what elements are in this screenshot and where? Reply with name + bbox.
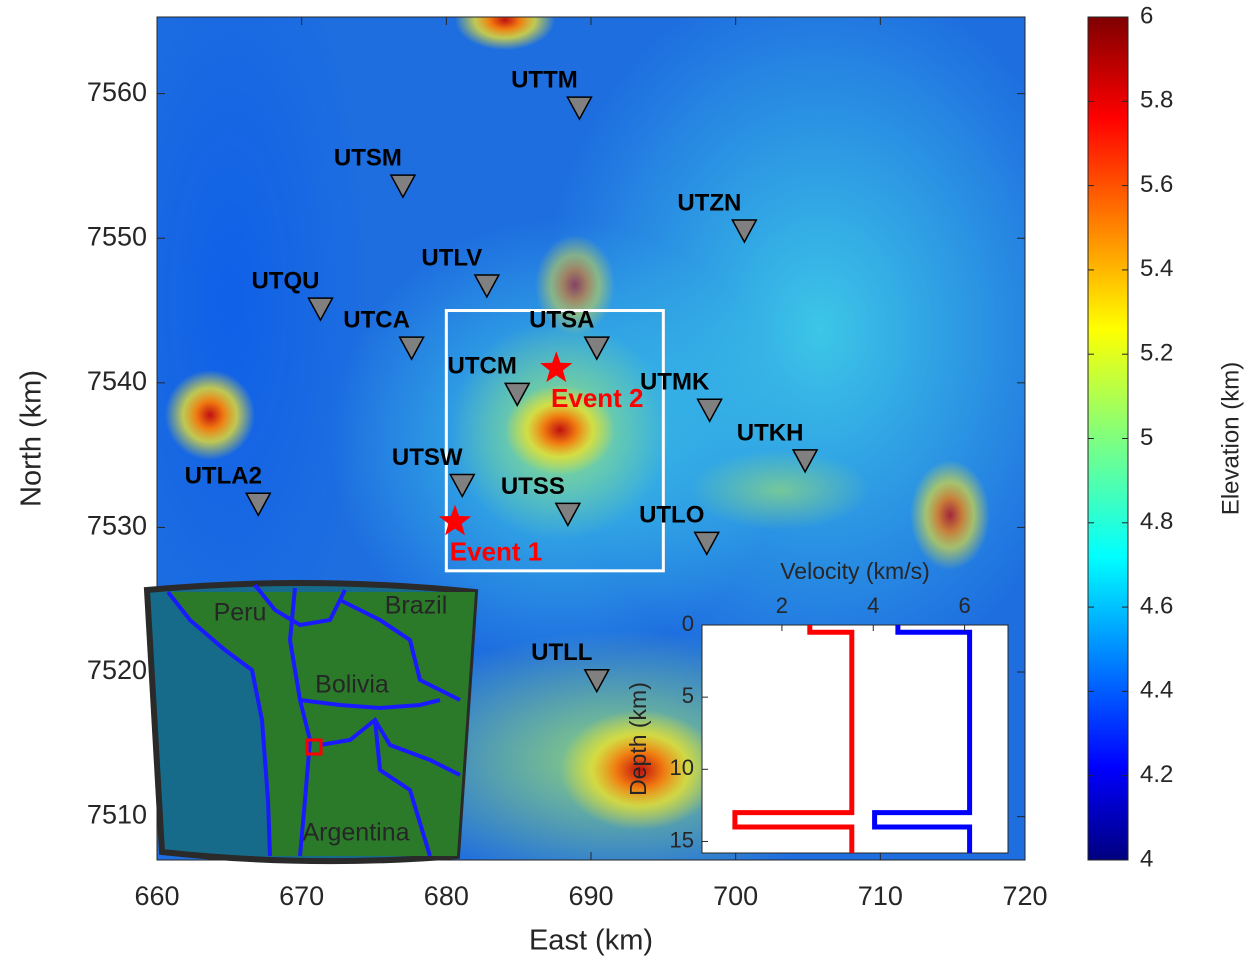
station-label: UTQU [251, 267, 319, 294]
event-label: Event 1 [450, 537, 543, 567]
station-label: UTLV [421, 244, 482, 271]
y-tick-label: 7530 [87, 511, 147, 541]
x-tick-label: 660 [134, 881, 179, 911]
station-label: UTZN [677, 189, 741, 216]
station [245, 492, 272, 517]
profile-axes [701, 624, 1009, 854]
station-label: UTSW [392, 444, 463, 471]
station-label: UTTM [511, 66, 578, 93]
station [389, 174, 417, 199]
station [731, 219, 758, 244]
x-tick-label: 6 [958, 593, 970, 618]
station-label: UTSM [334, 145, 402, 172]
colorbar-tick-label: 4.6 [1140, 592, 1173, 619]
colorbar-tick-label: 4.2 [1140, 761, 1173, 788]
station-label: UTSS [501, 473, 565, 500]
colorbar-label: Elevation (km) [1217, 362, 1244, 515]
x-tick-label: 4 [867, 593, 879, 618]
station [696, 398, 723, 423]
x-tick-label: 2 [776, 593, 788, 618]
station [554, 502, 582, 527]
land [168, 592, 475, 856]
y-tick-label: 7510 [87, 800, 147, 830]
x-tick-label: 670 [279, 881, 324, 911]
y-axis-label: Depth (km) [625, 682, 651, 796]
map-overlay: UTTM UTSM UTZN UTLV UTQU UTCA UTSA UTCM UTMK UTKH… [185, 66, 819, 694]
y-tick-label: 10 [670, 755, 694, 780]
country-label: Brazil [385, 592, 448, 620]
station [583, 336, 611, 361]
colorbar-tick-label: 5.2 [1140, 340, 1173, 367]
y-axis-label: North (km) [16, 370, 48, 507]
station-label: UTSA [529, 306, 594, 333]
colorbar-tick-label: 5.4 [1140, 255, 1173, 282]
station [307, 297, 334, 322]
station [473, 274, 501, 299]
colorbar-tick-label: 5.6 [1140, 171, 1173, 198]
station-label: UTCA [343, 306, 410, 333]
colorbar-tick-label: 4 [1140, 845, 1153, 872]
locator-map: Peru Brazil Bolivia Argentina [143, 579, 479, 865]
y-tick-label: 7520 [87, 655, 147, 685]
y-tick-label: 15 [670, 827, 694, 852]
y-tick-label: 5 [682, 683, 694, 708]
velocity-profile [732, 625, 855, 853]
y-tick-label: 7560 [87, 77, 147, 107]
x-tick-label: 720 [1002, 881, 1047, 911]
colorbar-tick-label: 6 [1140, 2, 1153, 29]
event-label: Event 2 [551, 383, 644, 413]
y-tick-label: 7550 [87, 221, 147, 251]
x-axis-label: Velocity (km/s) [780, 558, 930, 584]
colorbar-tick-label: 4.8 [1140, 508, 1173, 535]
station [398, 336, 425, 361]
station [583, 668, 611, 694]
station-label: UTKH [737, 419, 804, 446]
colorbar-tick-label: 5.8 [1140, 87, 1173, 114]
country-label: Bolivia [315, 671, 389, 699]
velocity-profile [872, 625, 973, 853]
station-label: UTMK [640, 369, 710, 396]
station-label: UTCM [448, 353, 517, 380]
country-label: Peru [214, 599, 267, 627]
station [448, 473, 476, 499]
y-tick-label: 0 [682, 611, 694, 636]
study-box [444, 309, 665, 573]
x-tick-label: 700 [713, 881, 758, 911]
event [438, 504, 472, 536]
colorbar-tick-label: 5 [1140, 424, 1153, 451]
x-tick-label: 690 [568, 881, 613, 911]
x-tick-label: 680 [424, 881, 469, 911]
event [540, 351, 573, 383]
x-axis-label: East (km) [529, 925, 653, 957]
station [693, 531, 720, 556]
station-label: UTLL [531, 639, 592, 666]
station [503, 382, 531, 407]
country-label: Argentina [302, 819, 409, 847]
colorbar [1087, 16, 1129, 861]
borders [166, 583, 461, 857]
y-tick-label: 7540 [87, 366, 147, 396]
colorbar-tick-label: 4.4 [1140, 677, 1173, 704]
x-tick-label: 710 [858, 881, 903, 911]
station-label: UTLO [639, 502, 704, 529]
station [791, 449, 819, 474]
study-area [305, 738, 323, 756]
station [566, 96, 593, 121]
station-label: UTLA2 [185, 463, 262, 490]
